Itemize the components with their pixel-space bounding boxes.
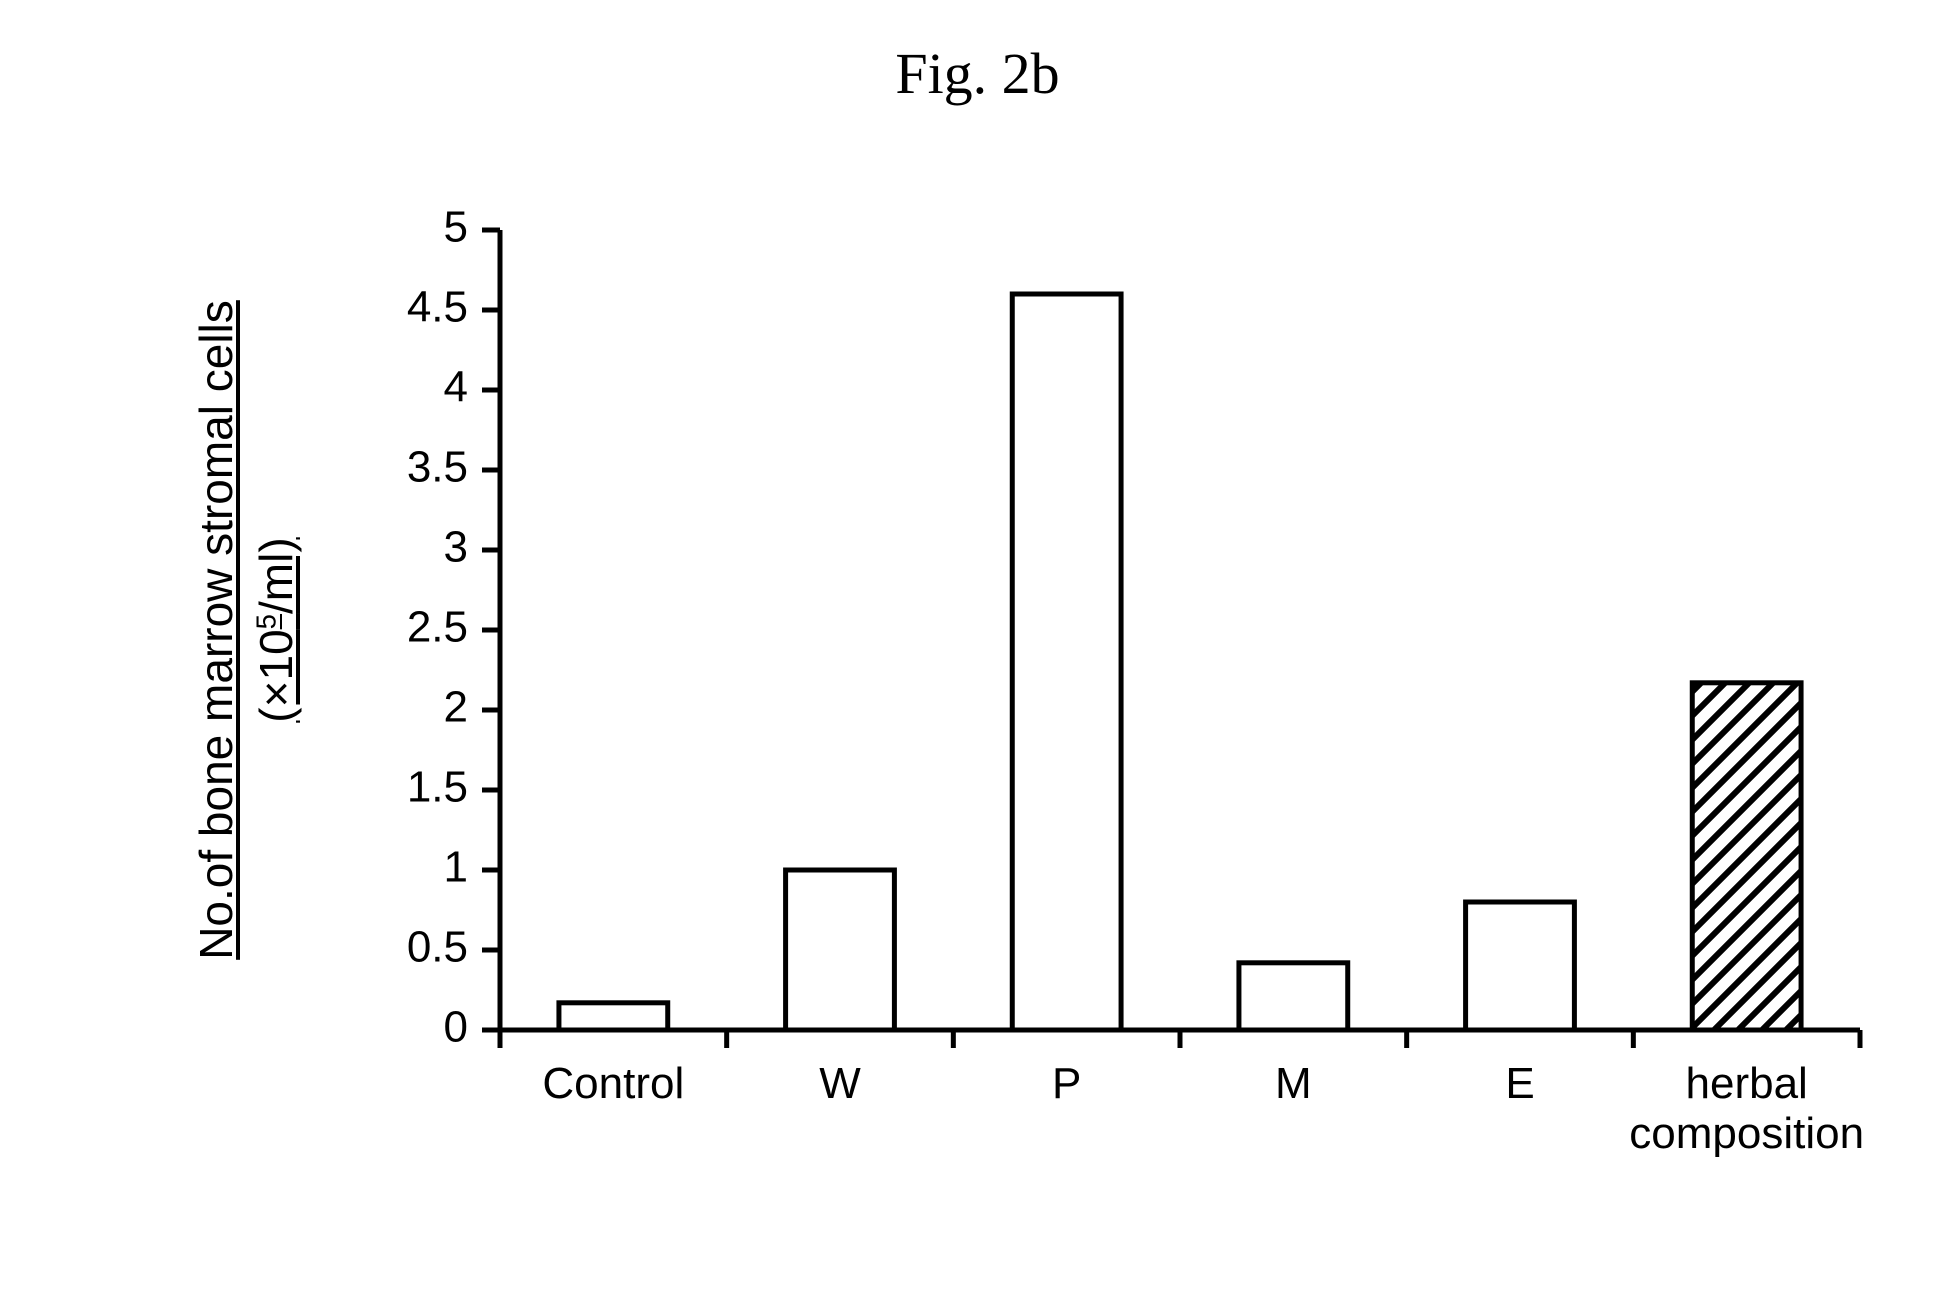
bar: [1012, 294, 1121, 1030]
x-category-label: E: [1505, 1059, 1534, 1108]
x-category-label: Control: [542, 1059, 684, 1108]
axes: [500, 230, 1860, 1030]
bar: [1239, 963, 1348, 1030]
y-tick-label: 1.5: [407, 763, 468, 812]
bar: [786, 870, 895, 1030]
y-tick-label: 0.5: [407, 923, 468, 972]
x-category-label: P: [1052, 1059, 1081, 1108]
y-axis-label-line2: (×105/ml): [250, 240, 303, 1020]
bar: [559, 1003, 668, 1030]
y-tick-label: 5: [444, 203, 468, 252]
bar-chart: 0 0.5 1 1.5 2 2.5 3 3.5 4 4.5 5 Control W P M Eherbalco…: [120, 200, 1920, 1210]
bar: [1466, 902, 1575, 1030]
x-category-label: herbalcomposition: [1629, 1059, 1864, 1158]
y-tick-label: 4.5: [407, 283, 468, 332]
y-tick-label: 2: [444, 683, 468, 732]
x-category-label: W: [819, 1059, 861, 1108]
y-tick-label: 4: [444, 363, 468, 412]
y-tick-label: 0: [444, 1003, 468, 1052]
chart-container: 0 0.5 1 1.5 2 2.5 3 3.5 4 4.5 5 Control W P M Eherbalco…: [120, 200, 1920, 1210]
x-category-label: M: [1275, 1059, 1312, 1108]
bar: [1692, 683, 1801, 1030]
y-tick-label: 1: [444, 843, 468, 892]
page: Fig. 2b 0 0.5 1 1.5 2 2.5 3 3.5 4 4.5 5 Control W P M E…: [0, 0, 1955, 1314]
y-tick-label: 3.5: [407, 443, 468, 492]
figure-title: Fig. 2b: [0, 40, 1955, 107]
y-tick-label: 3: [444, 523, 468, 572]
y-tick-label: 2.5: [407, 603, 468, 652]
y-axis-label-line1: No.of bone marrow stromal cells: [190, 240, 243, 1020]
